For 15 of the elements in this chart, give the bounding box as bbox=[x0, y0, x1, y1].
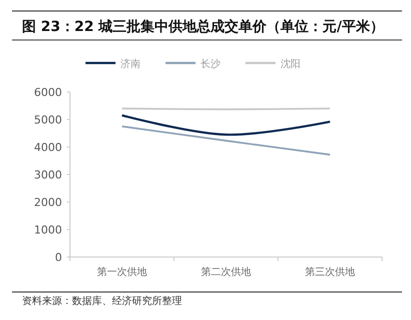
y-tick-label: 2000 bbox=[34, 196, 62, 209]
y-tick-label: 0 bbox=[55, 251, 62, 264]
legend-label: 长沙 bbox=[200, 58, 220, 70]
legend-label: 济南 bbox=[120, 58, 140, 70]
y-tick-label: 3000 bbox=[34, 168, 62, 182]
chart-title: 图 23：22 城三批集中供地总成交单价（单位：元/平米） bbox=[22, 18, 384, 35]
y-tick-label: 5000 bbox=[34, 114, 62, 126]
y-tick-label: 1000 bbox=[34, 224, 62, 236]
x-tick-label: 第二次供地 bbox=[201, 266, 251, 278]
legend-label: 沈阳 bbox=[280, 58, 300, 70]
text: 资料来源：数据库、经济研究所整理 bbox=[22, 295, 182, 307]
x-tick-label: 第三次供地 bbox=[305, 266, 355, 278]
y-tick-label: 6000 bbox=[34, 86, 62, 99]
x-tick-label: 第一次供地 bbox=[97, 266, 147, 278]
y-tick-label: 4000 bbox=[34, 141, 62, 154]
